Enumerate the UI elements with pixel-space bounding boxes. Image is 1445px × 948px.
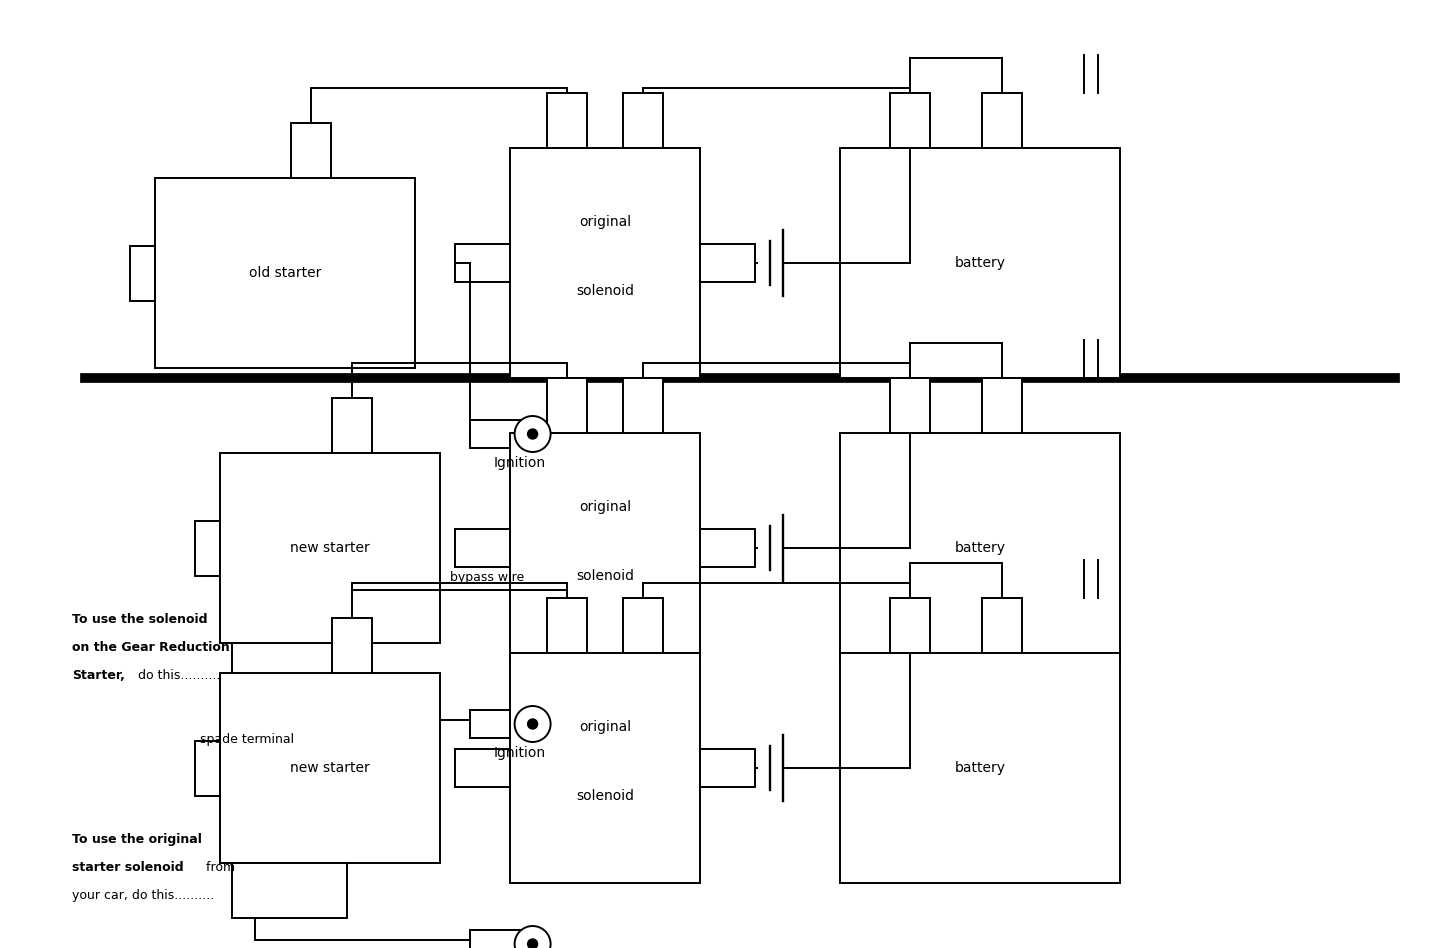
Bar xyxy=(890,93,931,148)
Text: your car, do this..........: your car, do this.......... xyxy=(72,889,214,902)
Circle shape xyxy=(527,939,538,948)
Bar xyxy=(155,178,415,368)
Text: original: original xyxy=(579,214,631,228)
Bar xyxy=(623,598,663,653)
Bar xyxy=(510,653,699,883)
Bar xyxy=(699,244,754,282)
Text: bypass wire: bypass wire xyxy=(449,571,523,584)
Text: new starter: new starter xyxy=(290,761,370,775)
Text: new starter: new starter xyxy=(290,541,370,555)
Bar xyxy=(548,93,587,148)
Bar xyxy=(548,378,587,433)
Text: from: from xyxy=(202,861,236,874)
Text: Ignition: Ignition xyxy=(494,456,546,470)
Text: battery: battery xyxy=(955,256,1006,270)
Bar xyxy=(548,598,587,653)
Text: battery: battery xyxy=(955,541,1006,555)
Text: spade terminal: spade terminal xyxy=(199,733,295,746)
Bar xyxy=(470,710,520,738)
Bar xyxy=(890,598,931,653)
Text: solenoid: solenoid xyxy=(577,569,634,583)
Bar xyxy=(699,529,754,567)
Bar xyxy=(510,148,699,378)
Bar xyxy=(890,378,931,433)
Bar xyxy=(840,653,1120,883)
Bar xyxy=(220,453,439,643)
Bar xyxy=(840,148,1120,378)
Bar xyxy=(195,520,220,575)
Bar xyxy=(510,433,699,663)
Text: battery: battery xyxy=(955,761,1006,775)
Circle shape xyxy=(527,719,538,729)
Bar xyxy=(983,93,1023,148)
Bar xyxy=(983,378,1023,433)
Text: solenoid: solenoid xyxy=(577,789,634,803)
Bar xyxy=(455,244,510,282)
Bar xyxy=(233,643,347,698)
Bar xyxy=(332,618,371,673)
Bar xyxy=(470,930,520,948)
Text: starter solenoid: starter solenoid xyxy=(72,861,184,874)
Text: To use the original: To use the original xyxy=(72,833,202,846)
Circle shape xyxy=(514,416,551,452)
Text: Ignition: Ignition xyxy=(494,746,546,760)
Circle shape xyxy=(527,429,538,439)
Bar xyxy=(455,749,510,787)
Text: original: original xyxy=(579,500,631,514)
Text: on the Gear Reduction: on the Gear Reduction xyxy=(72,641,230,654)
Bar xyxy=(233,863,347,918)
Bar xyxy=(220,673,439,863)
Bar xyxy=(455,529,510,567)
Bar xyxy=(623,378,663,433)
Text: original: original xyxy=(579,720,631,734)
Bar xyxy=(332,398,371,453)
Bar xyxy=(470,420,520,448)
Text: do this..........: do this.......... xyxy=(134,669,221,682)
Bar xyxy=(623,93,663,148)
Bar xyxy=(983,598,1023,653)
Bar xyxy=(699,749,754,787)
Text: solenoid: solenoid xyxy=(577,283,634,298)
Bar xyxy=(290,123,331,178)
Bar xyxy=(195,740,220,795)
Text: old starter: old starter xyxy=(249,266,321,280)
Circle shape xyxy=(514,926,551,948)
Text: To use the solenoid: To use the solenoid xyxy=(72,613,208,626)
Circle shape xyxy=(514,706,551,742)
Text: Starter,: Starter, xyxy=(72,669,124,682)
Bar xyxy=(130,246,155,301)
Bar xyxy=(840,433,1120,663)
